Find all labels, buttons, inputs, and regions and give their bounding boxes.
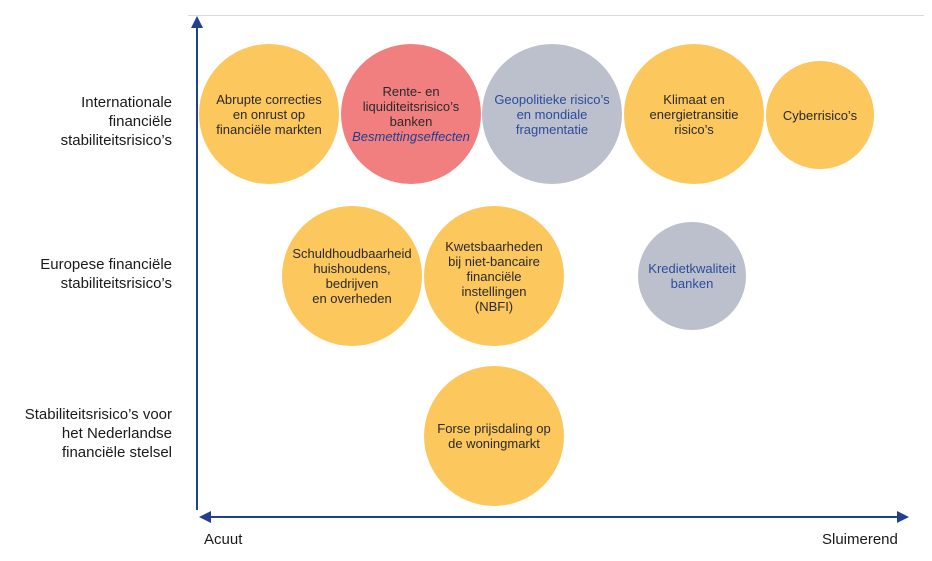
x-axis-label-acuut: Acuut: [204, 531, 243, 548]
risk-klimaat: Klimaat en energietransitie risico’s: [624, 44, 764, 184]
risk-woningmarkt: Forse prijsdaling op de woningmarkt: [424, 366, 564, 506]
besmettingseffecten-label: Besmettingseffecten: [352, 129, 470, 144]
row-label-internationaal: Internationale financiële stabiliteitsri…: [60, 94, 172, 149]
row-label-nederland: Stabiliteitsrisico’s voor het Nederlands…: [24, 406, 172, 461]
risk-nbfi: Kwetsbaarheden bij niet-bancaire financi…: [424, 206, 564, 346]
top-rule: [188, 15, 924, 16]
risk-kredietkwaliteit: Kredietkwaliteit banken: [638, 222, 746, 330]
risk-cyber: Cyberrisico’s: [766, 61, 874, 169]
risk-schuldhoudbaarheid: Schuldhoudbaarheid huishoudens, bedrijve…: [282, 206, 422, 346]
risk-abrupte-correcties: Abrupte correcties en onrust op financië…: [199, 44, 339, 184]
risk-rente-liquiditeit: Rente- en liquiditeitsrisico’s banken Be…: [341, 44, 481, 184]
x-axis-label-sluimerend: Sluimerend: [822, 531, 898, 548]
row-label-europees: Europese financiële stabiliteitsrisico’s: [40, 256, 172, 292]
risk-geopolitiek: Geopolitieke risico’s en mondiale fragme…: [482, 44, 622, 184]
